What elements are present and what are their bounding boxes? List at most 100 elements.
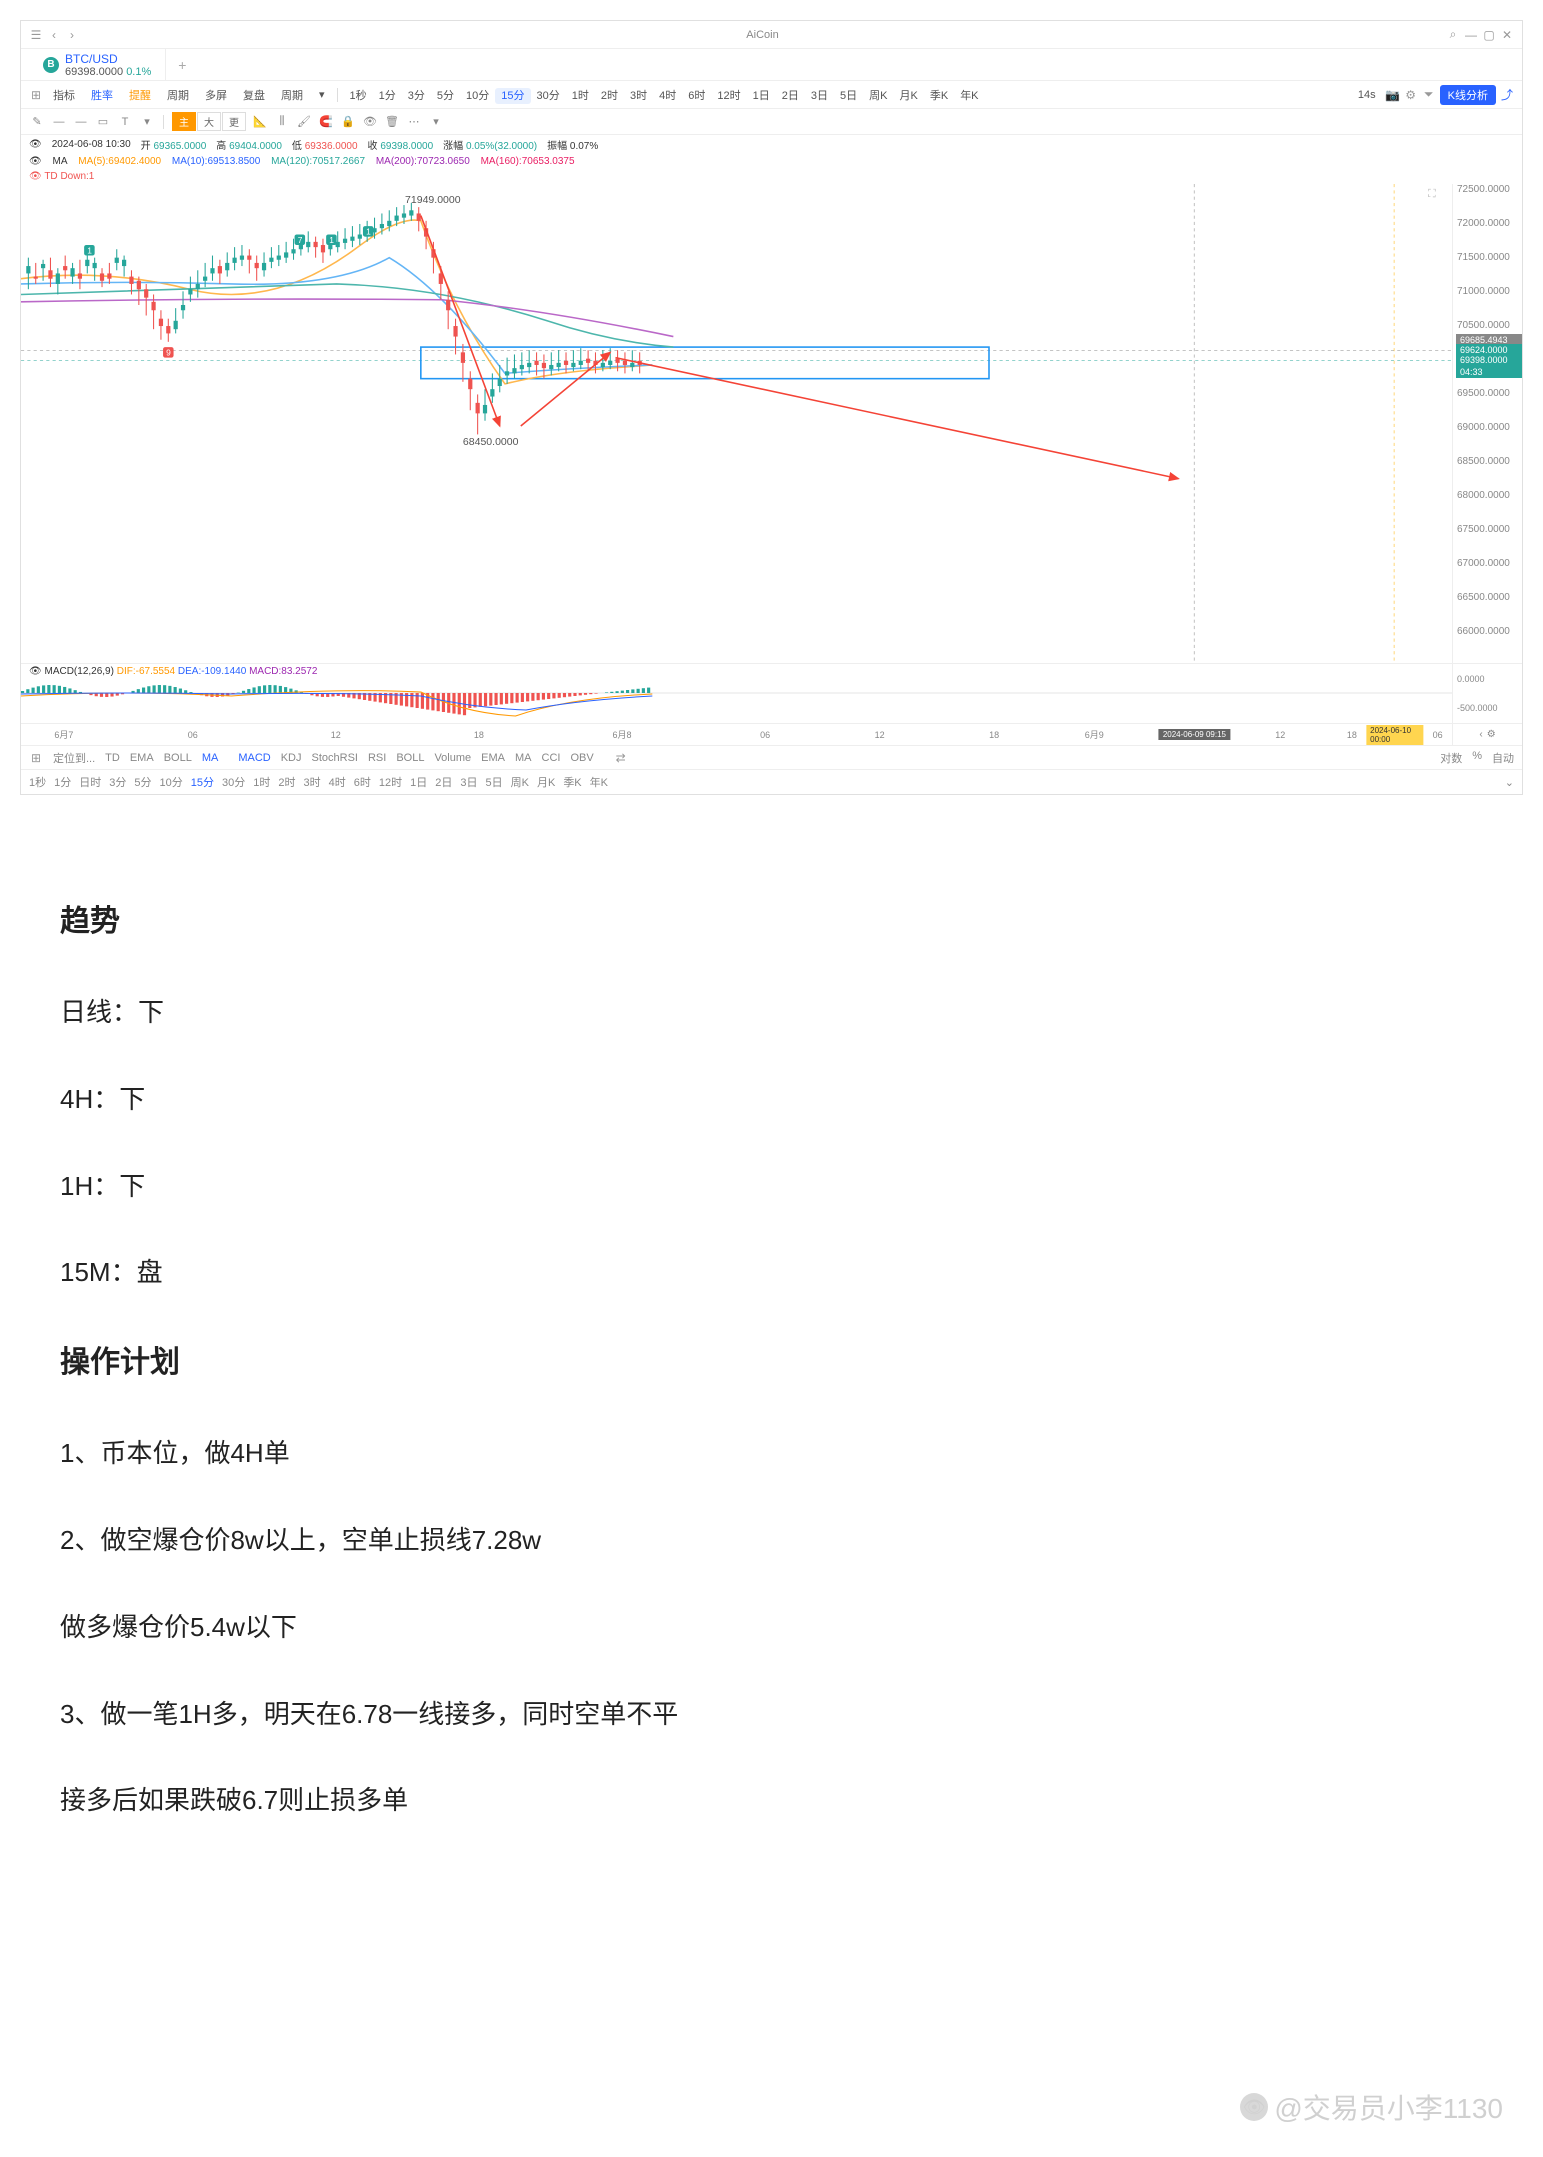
tb-cycle[interactable]: 周期	[161, 85, 195, 105]
add-tab-button[interactable]: +	[166, 57, 198, 73]
tb-replay[interactable]: 复盘	[237, 85, 271, 105]
btf-10分[interactable]: 10分	[160, 774, 183, 790]
chart-canvas[interactable]: ⛶ 1 9 7 1	[21, 184, 1452, 663]
forward-icon[interactable]: ›	[65, 28, 79, 42]
more-icon[interactable]: ▾	[428, 114, 444, 130]
ind-TD[interactable]: TD	[105, 752, 120, 764]
ind-RSI[interactable]: RSI	[368, 752, 386, 764]
tf-月K[interactable]: 月K	[894, 88, 924, 104]
trash-icon[interactable]: 🗑	[384, 114, 400, 130]
ma-eye-icon[interactable]: 👁	[29, 156, 42, 167]
tf-1日[interactable]: 1日	[747, 88, 776, 104]
btf-3分[interactable]: 3分	[109, 774, 126, 790]
brush-icon[interactable]: 🖌	[296, 114, 312, 130]
btf-3日[interactable]: 3日	[460, 774, 477, 790]
btf-1分[interactable]: 1分	[54, 774, 71, 790]
zoom-more[interactable]: 更	[222, 112, 246, 131]
tf-3时[interactable]: 3时	[624, 88, 653, 104]
time-left-icon[interactable]: ‹	[1479, 729, 1482, 740]
lock-icon[interactable]: 🔒	[340, 114, 356, 130]
eye-toggle-icon[interactable]: 👁	[29, 139, 42, 150]
minimize-icon[interactable]: —	[1464, 28, 1478, 42]
magnet-icon[interactable]: 🧲	[318, 114, 334, 130]
time-settings-icon[interactable]: ⚙	[1487, 729, 1496, 740]
tf-3日[interactable]: 3日	[805, 88, 834, 104]
ind-StochRSI[interactable]: StochRSI	[312, 752, 358, 764]
ind-EMA[interactable]: EMA	[481, 752, 505, 764]
maximize-icon[interactable]: ▢	[1482, 28, 1496, 42]
ruler-icon[interactable]: 📐	[252, 114, 268, 130]
tf-1秒[interactable]: 1秒	[344, 88, 373, 104]
ind-log[interactable]: 对数	[1440, 750, 1462, 766]
menu-icon[interactable]: ☰	[29, 28, 43, 42]
tf-年K[interactable]: 年K	[954, 88, 984, 104]
tf-3分[interactable]: 3分	[402, 88, 431, 104]
hline-icon[interactable]: —	[73, 114, 89, 130]
chart-area[interactable]: ⛶ 1 9 7 1	[21, 184, 1522, 664]
ind-pct[interactable]: %	[1472, 750, 1482, 766]
ind-OBV[interactable]: OBV	[570, 752, 593, 764]
tf-4时[interactable]: 4时	[653, 88, 682, 104]
tf-1时[interactable]: 1时	[566, 88, 595, 104]
grid2-icon[interactable]: ⊞	[29, 751, 43, 765]
tf-30分[interactable]: 30分	[531, 88, 566, 104]
td-eye-icon[interactable]: 👁	[29, 171, 42, 182]
btf-月K[interactable]: 月K	[537, 774, 555, 790]
tf-6时[interactable]: 6时	[682, 88, 711, 104]
btf-周K[interactable]: 周K	[511, 774, 529, 790]
text-icon[interactable]: T	[117, 114, 133, 130]
btf-15分[interactable]: 15分	[191, 774, 214, 790]
share-icon[interactable]: ⤴	[1500, 88, 1514, 102]
btf-4时[interactable]: 4时	[329, 774, 346, 790]
dots-icon[interactable]: ⋯	[406, 114, 422, 130]
tf-5日[interactable]: 5日	[834, 88, 863, 104]
btf-2时[interactable]: 2时	[278, 774, 295, 790]
tf-5分[interactable]: 5分	[431, 88, 460, 104]
tb-dropdown-icon[interactable]: ▾	[313, 86, 331, 103]
dropdown-icon[interactable]: ▾	[139, 114, 155, 130]
ind-auto[interactable]: 自动	[1492, 750, 1514, 766]
tf-more-icon[interactable]: ⌄	[1505, 776, 1514, 789]
ind-MA[interactable]: MA	[515, 752, 532, 764]
line-icon[interactable]: ―	[51, 114, 67, 130]
fib-icon[interactable]: ⫼	[274, 114, 290, 130]
tb-alert[interactable]: 提醒	[123, 85, 157, 105]
zoom-main[interactable]: 主	[172, 112, 196, 131]
back-icon[interactable]: ‹	[47, 28, 61, 42]
grid-icon[interactable]: ⊞	[29, 88, 43, 102]
pencil-icon[interactable]: ✎	[29, 114, 45, 130]
btf-日时[interactable]: 日时	[79, 774, 101, 790]
tb-winrate[interactable]: 胜率	[85, 85, 119, 105]
btf-年K[interactable]: 年K	[590, 774, 608, 790]
settings-icon[interactable]: ⚙	[1404, 88, 1418, 102]
locate-label[interactable]: 定位到...	[53, 750, 95, 766]
tb-multi[interactable]: 多屏	[199, 85, 233, 105]
tf-季K[interactable]: 季K	[924, 88, 954, 104]
ticker-tab[interactable]: B BTC/USD 69398.0000 0.1%	[29, 49, 166, 80]
tb-period[interactable]: 周期	[275, 85, 309, 105]
camera-icon[interactable]: 📷	[1386, 88, 1400, 102]
zoom-big[interactable]: 大	[197, 112, 221, 131]
rect-icon[interactable]: ▭	[95, 114, 111, 130]
ind-EMA[interactable]: EMA	[130, 752, 154, 764]
filter-icon[interactable]: ⏷	[1422, 88, 1436, 102]
ind-Volume[interactable]: Volume	[434, 752, 471, 764]
ind-MA[interactable]: MA	[202, 752, 219, 764]
ind-BOLL[interactable]: BOLL	[396, 752, 424, 764]
ind-KDJ[interactable]: KDJ	[281, 752, 302, 764]
btf-1秒[interactable]: 1秒	[29, 774, 46, 790]
tf-12时[interactable]: 12时	[711, 88, 746, 104]
kline-analysis-button[interactable]: K线分析	[1440, 85, 1496, 105]
close-icon[interactable]: ✕	[1500, 28, 1514, 42]
eye-icon[interactable]: 👁	[362, 114, 378, 130]
btf-1时[interactable]: 1时	[253, 774, 270, 790]
btf-2日[interactable]: 2日	[435, 774, 452, 790]
tf-周K[interactable]: 周K	[863, 88, 893, 104]
btf-1日[interactable]: 1日	[410, 774, 427, 790]
btf-12时[interactable]: 12时	[379, 774, 402, 790]
btf-季K[interactable]: 季K	[563, 774, 581, 790]
btf-5分[interactable]: 5分	[134, 774, 151, 790]
search-icon[interactable]: ⌕	[1446, 28, 1460, 42]
ind-BOLL[interactable]: BOLL	[164, 752, 192, 764]
tf-2日[interactable]: 2日	[776, 88, 805, 104]
